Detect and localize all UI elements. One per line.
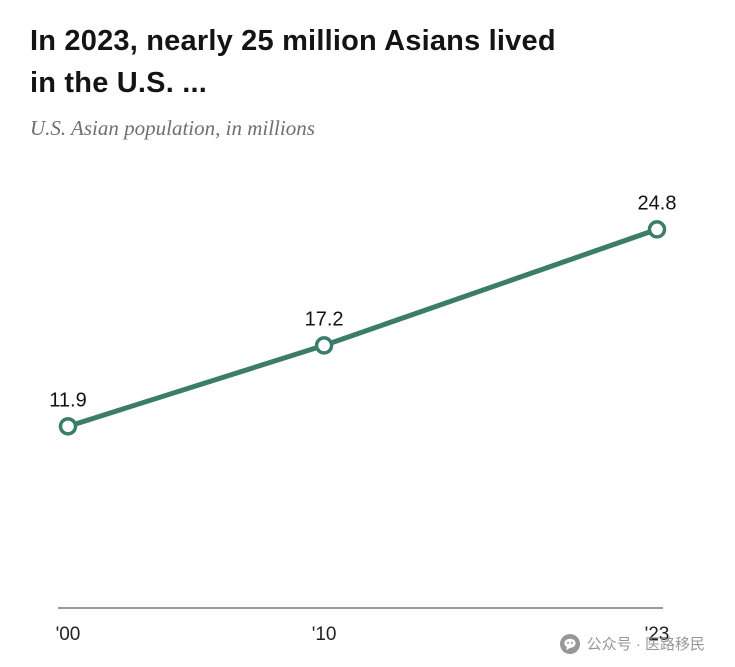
- chart-title: In 2023, nearly 25 million Asians lived i…: [30, 20, 705, 104]
- data-label: 24.8: [638, 192, 677, 214]
- data-label: 11.9: [49, 389, 86, 411]
- x-tick-label: '23: [645, 624, 670, 645]
- data-point-'23: [647, 220, 667, 239]
- data-point-'10: [314, 336, 334, 355]
- population-line: [65, 226, 660, 429]
- x-tick-label: '10: [312, 624, 337, 645]
- line-chart: 11.9 '00 17.2 '10 24.8 '23: [49, 192, 677, 645]
- data-point-'00: [58, 417, 78, 436]
- watermark: 公众号 · 医路移民: [559, 633, 705, 654]
- watermark-text: 公众号 · 医路移民: [586, 636, 705, 653]
- data-label: 17.2: [305, 308, 344, 330]
- wechat-logo-icon: [559, 633, 580, 654]
- chart-subtitle: U.S. Asian population, in millions: [30, 116, 315, 141]
- x-tick-label: '00: [56, 624, 81, 645]
- chart-title-line2: in the U.S. ...: [30, 67, 208, 100]
- chart-title-line1: In 2023, nearly 25 million Asians lived: [30, 25, 556, 57]
